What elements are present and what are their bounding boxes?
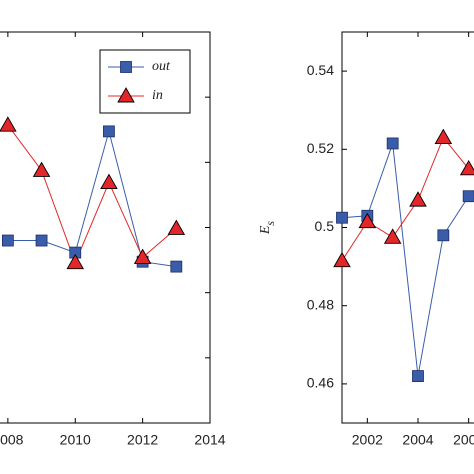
x-tick-label: 2004 (402, 432, 433, 448)
y-tick-label: 0.52 (307, 140, 334, 156)
x-tick-label: 2014 (194, 432, 225, 448)
marker-square (170, 260, 183, 273)
plot: 0.46 0.48 0.5 0.52 0.54 2002 2004 2006 Es (258, 31, 474, 448)
marker-triangle (66, 253, 85, 270)
series-line (7, 129, 177, 268)
marker-triangle (459, 159, 474, 176)
marker-triangle (383, 228, 402, 244)
y-axis-label-base: E (258, 225, 273, 235)
y-axis-label: Es (258, 221, 277, 236)
legend-marker (120, 61, 132, 73)
marker-triangle (100, 173, 118, 189)
legend: out in (99, 49, 191, 114)
marker-square (336, 211, 348, 224)
marker-square (103, 125, 115, 138)
series-line (341, 136, 470, 262)
marker-triangle (409, 191, 427, 207)
y-tick-label: 0.48 (307, 296, 334, 312)
marker-square (437, 229, 450, 242)
marker-triangle (167, 219, 186, 235)
y-tick-label: 0.5 (315, 218, 335, 234)
y-tick-label: 0.54 (307, 62, 334, 78)
series-line (341, 143, 470, 377)
x-tick-label: 2010 (60, 432, 91, 448)
series-line (7, 124, 177, 265)
marker-square (35, 234, 48, 247)
x-tick-label: 2006 (453, 432, 474, 448)
x-tick-label: 2012 (127, 432, 158, 448)
x-tick-label: 2008 (0, 432, 24, 448)
marker-triangle (32, 161, 51, 177)
legend-marker (117, 87, 135, 103)
marker-triangle (434, 128, 453, 145)
y-tick-label: 0.46 (307, 375, 334, 391)
marker-triangle (0, 116, 17, 132)
x-tick-label: 2002 (352, 432, 383, 448)
marker-square (462, 190, 474, 203)
marker-square (1, 234, 14, 247)
legend-label: in (152, 88, 163, 103)
marker-square (412, 370, 424, 382)
marker-triangle (333, 251, 351, 268)
legend-box (99, 49, 191, 114)
marker-square (386, 137, 399, 150)
marker-triangle (133, 248, 152, 264)
legend-label: out (152, 59, 171, 74)
y-axis-label-sub: s (263, 221, 277, 226)
plot: 0.440.460.480.50.5220062008201020122014o… (0, 31, 226, 448)
marker-triangle (358, 212, 377, 229)
